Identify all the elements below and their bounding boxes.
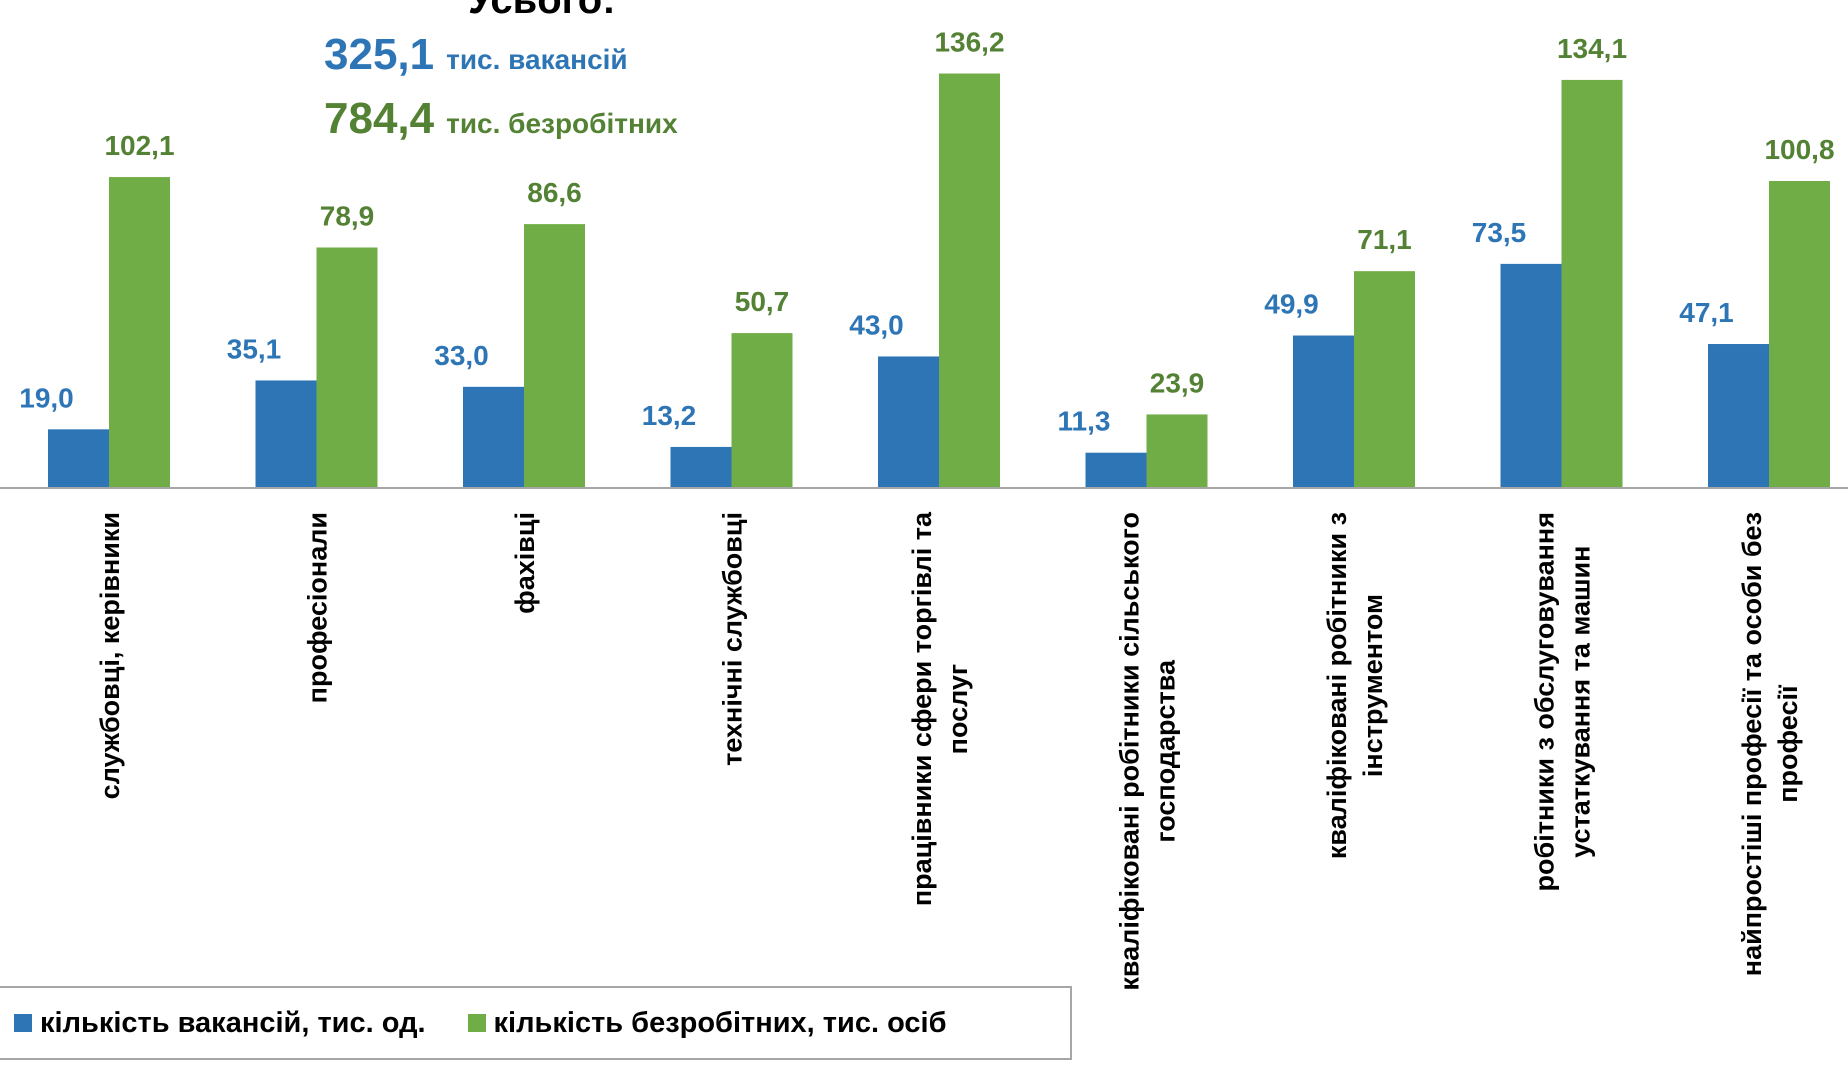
unemployed-value-label: 86,6 [527,177,582,208]
unemployed-bar [316,247,378,487]
summary-vacancies-label: тис. вакансій [446,44,628,75]
vacancies-bar [463,386,524,487]
category-label-line: господарства [1151,659,1181,843]
legend-item-vacancies: кількість вакансій, тис. од. [14,1007,426,1040]
vacancies-value-label: 19,0 [19,382,74,413]
summary-unemployed: 784,4 тис. безробітних [324,94,678,144]
legend: кількість вакансій, тис. од. кількість б… [0,986,1072,1060]
summary-unemployed-value: 784,4 [324,94,435,143]
vacancies-value-label: 43,0 [849,309,904,340]
unemployed-value-label: 100,8 [1764,134,1834,165]
legend-label-unemployed: кількість безробітних, тис. осіб [493,1006,947,1039]
unemployed-bar [731,333,793,487]
unemployed-bar [1354,271,1415,487]
category-labels-layer: службовці, керівники професіонали фахівці т… [95,511,1803,991]
unemployed-value-label: 78,9 [320,200,375,231]
vacancies-value-label: 13,2 [642,400,697,431]
category-label: працівники сфери торгівлі та послуг [907,511,973,906]
category-label: професіонали [303,512,333,703]
unemployed-bar [109,177,170,487]
category-label: фахівці [510,512,540,614]
vacancies-value-label: 33,0 [434,340,489,371]
unemployed-value-label: 134,1 [1557,33,1627,64]
unemployed-value-label: 23,9 [1150,367,1205,398]
vacancies-value-label: 49,9 [1264,289,1319,320]
vacancies-bar [1708,344,1769,487]
category-label-line: технічні службовці [718,512,748,766]
vacancies-bar [1085,452,1147,487]
unemployed-bar [939,73,1000,488]
summary-heading: Усього: [468,0,616,22]
category-label: кваліфіковані робітники сільського господ… [1115,512,1181,991]
category-label: технічні службовці [718,512,748,766]
category-label-line: професіонали [303,512,333,703]
vacancies-bar [1293,335,1354,487]
category-label-line: працівники сфери торгівлі та [907,511,937,906]
bars-layer [48,73,1830,488]
category-label-line: кваліфіковані робітники сільського [1115,512,1145,991]
category-label-line: інструментом [1358,594,1388,777]
legend-item-unemployed: кількість безробітних, тис. осіб [467,1006,947,1040]
category-label: кваліфіковані робітники з інструментом [1322,512,1388,859]
vacancies-bar [878,356,939,487]
summary-vacancies-value: 325,1 [324,30,435,79]
unemployed-value-label: 102,1 [104,130,174,161]
legend-swatch-vacancies [14,1014,32,1032]
category-label-line: професії [1773,684,1803,803]
value-labels-layer: 19,0 102,1 35,1 78,9 33,0 86,6 13,2 50,7 43,0 136… [19,27,1834,437]
vacancies-value-label: 35,1 [227,333,282,364]
legend-label-vacancies: кількість вакансій, тис. од. [40,1006,426,1039]
unemployed-value-label: 71,1 [1357,224,1412,255]
category-label: найпростіші професії та особи без професі… [1737,512,1803,976]
unemployed-value-label: 50,7 [735,286,790,317]
unemployed-bar [1146,414,1208,487]
unemployed-bar [1561,79,1623,488]
category-label-line: послуг [943,664,973,755]
category-label-line: найпростіші професії та особи без [1737,512,1767,976]
vacancies-bar [48,429,109,487]
unemployed-bar [524,224,585,487]
vacancies-bar [670,446,732,487]
category-label: службовці, керівники [95,512,125,799]
vacancies-bar [1500,263,1562,487]
unemployed-bar [1769,181,1830,487]
summary-vacancies: 325,1 тис. вакансій [324,30,628,80]
vacancies-bar [255,380,317,487]
summary-unemployed-label: тис. безробітних [446,108,678,139]
vacancies-value-label: 11,3 [1058,406,1111,437]
vacancies-value-label: 73,5 [1472,217,1527,248]
category-label-line: робітники з обслуговування [1530,512,1560,891]
unemployed-value-label: 136,2 [934,27,1004,58]
legend-swatch-unemployed [467,1014,486,1032]
vacancies-value-label: 47,1 [1679,297,1734,328]
category-label-line: кваліфіковані робітники з [1322,512,1352,859]
category-label-line: устаткування та машин [1566,546,1596,858]
category-label-line: фахівці [510,512,540,614]
category-label-line: службовці, керівники [95,512,125,799]
category-label: робітники з обслуговування устаткування т… [1530,512,1596,891]
